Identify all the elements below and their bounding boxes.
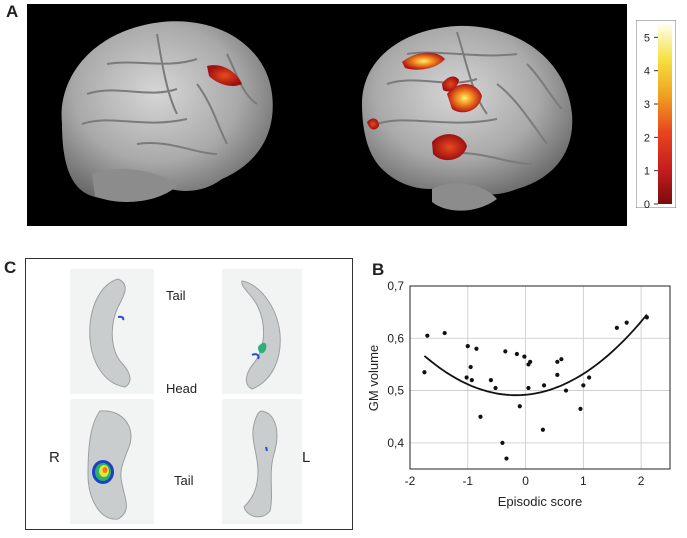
data-point [493,385,498,391]
data-point [500,440,505,445]
panel-a-label: A [6,2,19,21]
left-side-label: L [302,449,311,466]
scatter-chart-svg: -2 -1 0 1 2 0,4 0,5 0,6 0,7 Episodic score GM vo… [366,279,671,509]
data-point [522,354,527,359]
data-point [504,456,509,461]
data-point [468,364,473,370]
data-point [555,372,560,377]
colorbar-tick-label: 0 [644,199,650,208]
hippocampus-render-bottom-left [70,399,154,524]
right-hemisphere-render [362,25,573,211]
head-label: Head [166,381,198,396]
x-tick-label: 2 [638,474,645,488]
colorbar-tick-label: 5 [644,32,650,44]
colorbar-tick-label: 2 [644,132,650,144]
y-axis-label: GM volume [366,345,381,411]
colorbar-tick-label: 1 [644,166,650,178]
data-point [526,385,531,391]
x-axis-label: Episodic score [498,494,583,509]
data-point [587,375,592,380]
hippocampus-render-bottom-right [222,399,302,524]
x-tick-label: 1 [580,474,587,488]
colorbar: 5 4 3 2 1 0 [635,19,677,211]
tail-label-top: Tail [166,288,186,303]
data-point [474,346,479,351]
panel-c-label: C [4,258,17,277]
quadratic-fit-curve [423,314,648,397]
data-point [442,330,447,336]
colorbar-svg: 5 4 3 2 1 0 [635,19,677,211]
data-point [541,383,547,388]
data-point [581,383,586,388]
plot-frame [409,285,671,470]
hippocampus-render-top-right [222,269,302,394]
data-point [469,378,474,383]
data-point [514,351,519,357]
data-point [503,349,508,354]
data-point [644,315,649,320]
y-tick-label: 0,5 [387,384,404,398]
right-side-label: R [49,449,60,466]
x-tick-label: -2 [405,474,416,488]
data-point [422,370,427,375]
brain-render-image [61,21,573,211]
data-point [578,406,583,411]
data-point [540,427,545,432]
colorbar-tick-label: 4 [644,66,650,78]
y-tick-label: 0,7 [387,279,404,293]
hippocampus-panel: Tail Head Tail R L [25,258,353,530]
data-point [614,325,619,330]
data-point [464,375,469,380]
colorbar-tick-label: 3 [644,99,650,111]
y-tick-label: 0,4 [387,436,404,450]
y-tick-label: 0,6 [387,331,404,345]
data-point [488,378,493,383]
data-point [563,388,569,393]
brain-render-panel [27,4,627,226]
x-tick-label: 0 [522,474,529,488]
scatter-chart: -2 -1 0 1 2 0,4 0,5 0,6 0,7 Episodic score GM vo… [360,270,687,533]
data-point [517,404,522,409]
x-tick-label: -1 [462,474,473,488]
panel-b-label: B [372,260,385,279]
data-point [559,357,564,362]
colorbar-gradient [658,24,672,204]
data-point [528,359,533,364]
left-hemisphere-render [61,21,273,202]
data-point [555,359,560,364]
data-point [624,320,629,325]
hippocampus-render-top-left [70,269,154,394]
data-point [465,344,470,349]
tail-label-bottom: Tail [174,473,194,488]
data-point [478,414,483,419]
data-point [425,333,430,338]
